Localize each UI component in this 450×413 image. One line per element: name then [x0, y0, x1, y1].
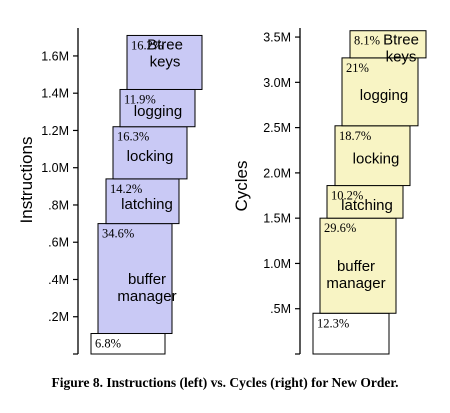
instructions-segment-label: logging [134, 103, 182, 120]
cycles-segment-percent: 8.1% [354, 34, 380, 48]
cycles-segment-percent: 21% [346, 61, 369, 75]
instructions-segment-label: locking [127, 148, 174, 165]
instructions-bar-segment [119, 88, 196, 128]
instructions-y-axis-title: Instructions [17, 137, 36, 224]
instructions-segment-percent: 16.2% [131, 38, 163, 52]
instructions-y-tick-label: 1.4M [41, 87, 69, 101]
cycles-bar-segment [312, 312, 390, 355]
instructions-segment-label: latching [121, 196, 173, 213]
cycles-y-axis-title: Cycles [232, 160, 251, 211]
instructions-segment-percent: 16.3% [117, 130, 149, 144]
cycles-y-tick-label: 1.0M [263, 257, 291, 271]
cycles-segment-label: logging [360, 87, 408, 104]
cycles-segment-percent: 18.7% [339, 129, 371, 143]
cycles-segment-label: locking [353, 151, 400, 168]
instructions-bar-segment [97, 223, 173, 335]
instructions-segment-percent: 11.9% [124, 92, 156, 106]
instructions-y-tick-label: .6M [48, 236, 69, 250]
instructions-segment-label: Btree keys [147, 36, 183, 70]
cycles-bar-segment [334, 125, 411, 187]
cycles-segment-label: latching [341, 197, 393, 214]
cycles-y-tick-label: 2.5M [263, 121, 291, 135]
cycles-bar-segment [349, 30, 427, 59]
instructions-y-tick-label: .4M [48, 273, 69, 287]
cycles-segment-label: buffer manager [326, 258, 385, 292]
cycles-segment-percent: 10.2% [331, 189, 363, 203]
cycles-segment-percent: 29.6% [324, 221, 356, 235]
instructions-y-tick-label: .8M [48, 198, 69, 212]
instructions-y-tick-label: 1.2M [41, 124, 69, 138]
cycles-y-tick-label: 2.0M [263, 166, 291, 180]
instructions-segment-percent: 14.2% [110, 182, 142, 196]
instructions-y-tick-label: .2M [48, 310, 69, 324]
instructions-y-tick-label: 1.6M [41, 49, 69, 63]
cycles-segment-label: Btree keys [383, 32, 419, 66]
cycles-chart: .5M 1.0M 1.5M 2.0M 2.5M 3.0M 3.5M Cycles 12.3% 29… [232, 28, 427, 355]
instructions-bar-segment [126, 34, 203, 90]
figure-caption: Figure 8. Instructions (left) vs. Cycles… [51, 375, 399, 390]
instructions-chart: .2M .4M .6M .8M 1.0M 1.2M 1.4M 1.6M Instructions… [17, 28, 203, 355]
cycles-bar-segment [326, 185, 404, 219]
cycles-y-tick-label: 3.5M [263, 31, 291, 45]
cycles-y-tick-label: .5M [270, 302, 291, 316]
instructions-segment-label: buffer manager [117, 271, 176, 305]
cycles-segment-percent: 12.3% [317, 316, 349, 330]
instructions-segment-percent: 6.8% [95, 337, 121, 351]
cycles-y-tick-label: 3.0M [263, 76, 291, 90]
instructions-segment-percent: 34.6% [102, 227, 134, 241]
cycles-bar-segment [319, 217, 397, 314]
instructions-y-tick-label: 1.0M [41, 161, 69, 175]
cycles-bar-segment [341, 57, 419, 127]
cycles-y-tick-label: 1.5M [263, 212, 291, 226]
